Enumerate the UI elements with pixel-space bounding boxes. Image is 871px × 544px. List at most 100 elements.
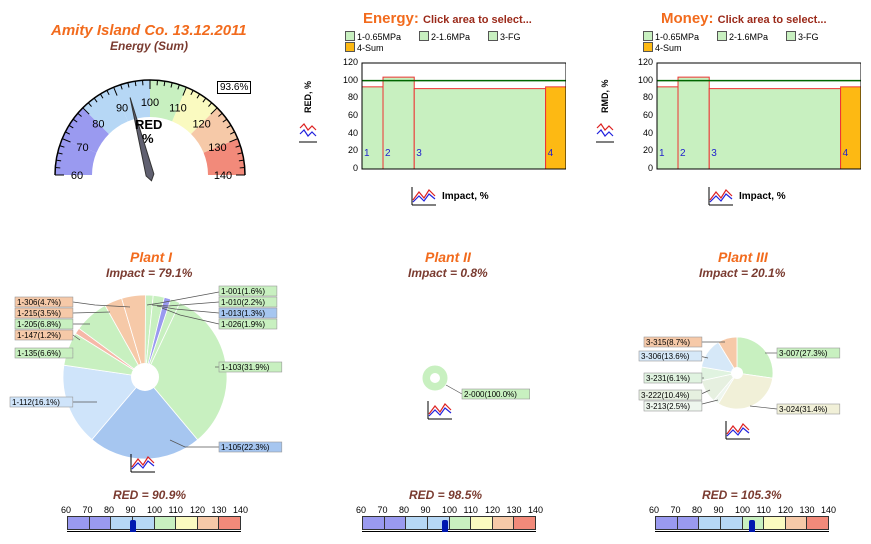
- scale-band: [807, 517, 828, 529]
- legend-item-3[interactable]: 3-FG: [488, 31, 521, 42]
- chart-trend-icon[interactable]: [595, 122, 619, 143]
- y-tick-label: 120: [637, 57, 653, 67]
- red-scale-bar: [362, 516, 536, 530]
- scale-tick-label: 60: [649, 505, 660, 515]
- gauge-tick: [218, 112, 223, 117]
- pie-leader-line: [72, 311, 111, 314]
- energy-x-label: Impact, %: [442, 191, 489, 202]
- pie-label: 3-222(10.4%): [641, 391, 690, 400]
- legend-label: 1-0.65MPa: [655, 32, 700, 42]
- scale-band: [406, 517, 428, 529]
- red-marker: [130, 520, 137, 532]
- gauge-tick-label: 80: [92, 118, 104, 130]
- pie-leader-line: [146, 291, 220, 306]
- scale-tick-label: 110: [463, 505, 478, 515]
- scale-band: [89, 517, 112, 529]
- pie-leader-line: [72, 334, 81, 341]
- gauge-band: [203, 138, 245, 175]
- money-legend[interactable]: 1-0.65MPa 2-1.6MPa 3-FG 4-Sum: [643, 31, 863, 55]
- scale-band: [363, 517, 385, 529]
- scale-band: [492, 517, 515, 529]
- gauge-tick: [202, 97, 207, 103]
- gauge-tick-label: 110: [169, 103, 187, 115]
- scale-tick-label: 120: [190, 505, 206, 515]
- legend-label: 3-FG: [798, 32, 819, 42]
- y-tick-label: 80: [642, 92, 653, 103]
- money-y-label: RMD, %: [600, 79, 610, 114]
- impact-trend-icon[interactable]: [411, 186, 436, 206]
- gauge-center-unit: %: [142, 131, 154, 146]
- pie-label: 3-231(6.1%): [646, 374, 690, 383]
- legend-item-1[interactable]: 1-0.65MPa: [345, 31, 401, 42]
- gauge-tick: [229, 138, 238, 143]
- area-segment-3: [708, 88, 842, 170]
- pie-leader-line: [156, 305, 220, 314]
- pie-label: 1-013(1.3%): [221, 309, 265, 318]
- scale-band: [384, 517, 407, 529]
- legend-item-2[interactable]: 2-1.6MPa: [717, 31, 768, 42]
- scale-tick-label: 60: [356, 505, 367, 515]
- legend-item-1[interactable]: 1-0.65MPa: [643, 31, 699, 42]
- scale-tick-label: 100: [147, 505, 163, 515]
- gauge-band: [113, 80, 150, 122]
- pie-trend-icon[interactable]: [130, 453, 155, 473]
- scale-band: [154, 517, 177, 529]
- plant-1-title: Plant I: [130, 249, 173, 265]
- pie-trend-icon[interactable]: [725, 420, 750, 440]
- plant-2-red: RED = 98.5%: [409, 488, 483, 502]
- pie-label: 1-135(6.6%): [17, 349, 61, 358]
- pie-label: 1-205(6.8%): [17, 320, 61, 329]
- pie-leader-line: [445, 384, 463, 395]
- scale-tick-label: 80: [104, 505, 115, 515]
- pie-trend-icon[interactable]: [427, 400, 452, 420]
- gauge-band: [55, 138, 97, 175]
- gauge-tick: [177, 84, 180, 90]
- legend-swatch: [345, 42, 355, 52]
- y-tick-label: 40: [642, 127, 653, 138]
- red-marker: [441, 520, 448, 532]
- scale-band: [449, 517, 472, 529]
- gauge-tick-label: 70: [76, 142, 88, 154]
- plant-1-pie[interactable]: 1-001(1.6%) 1-010(2.2%) 1-013(1.3%) 1-026(1…: [0, 280, 300, 480]
- scale-band: [176, 517, 198, 529]
- area-label: 1: [364, 148, 370, 159]
- gauge-tick: [59, 145, 65, 148]
- gauge-tick: [127, 82, 130, 88]
- pie-label: 1-215(3.5%): [17, 309, 61, 318]
- pie-label-box: [461, 388, 530, 400]
- energy-legend[interactable]: 1-0.65MPa 2-1.6MPa 3-FG 4-Sum: [345, 31, 565, 55]
- gauge-tick: [65, 131, 71, 135]
- legend-item-4[interactable]: 4-Sum: [643, 42, 682, 53]
- pie-leader-line: [749, 405, 778, 410]
- gauge-tick: [235, 145, 241, 148]
- red-scale-bar: [67, 516, 241, 530]
- energy-area-chart[interactable]: 1 2 3 4: [342, 62, 566, 170]
- legend-item-4[interactable]: 4-Sum: [345, 42, 384, 53]
- legend-item-3[interactable]: 3-FG: [786, 31, 819, 42]
- pie-label-box: [218, 318, 278, 330]
- y-tick-label: 120: [342, 57, 358, 67]
- pie-label: 1-026(1.9%): [221, 320, 265, 329]
- scale-band: [656, 517, 678, 529]
- chart-trend-icon[interactable]: [298, 122, 322, 143]
- gauge-tick: [229, 131, 235, 135]
- gauge-tick: [163, 81, 166, 87]
- y-tick-label: 20: [642, 145, 653, 156]
- area-segment-2: [382, 76, 415, 170]
- legend-item-2[interactable]: 2-1.6MPa: [419, 31, 470, 42]
- pie-label-box: [643, 336, 703, 348]
- plot-frame: [656, 62, 861, 170]
- plant-3-impact: Impact = 20.1%: [699, 266, 786, 280]
- energy-gauge[interactable]: 60 70 80 90 100 110 120 130 140: [45, 75, 255, 185]
- pie-label-box: [643, 400, 703, 412]
- y-tick-label: 20: [347, 145, 358, 156]
- money-area-chart[interactable]: 1 2 3 4: [637, 62, 861, 170]
- scale-band: [219, 517, 240, 529]
- pie-label-box: [9, 396, 74, 408]
- plant-3-pie[interactable]: 3-007(27.3%) 3-024(31.4%) 3-315(8.7%) 3-306…: [620, 320, 850, 450]
- scale-band: [764, 517, 786, 529]
- company-title: Amity Island Co. 13.12.2011: [51, 22, 247, 39]
- plant-2-pie[interactable]: 2-000(100.0%): [400, 340, 550, 430]
- plant-1-impact: Impact = 79.1%: [106, 266, 193, 280]
- impact-trend-icon[interactable]: [708, 186, 733, 206]
